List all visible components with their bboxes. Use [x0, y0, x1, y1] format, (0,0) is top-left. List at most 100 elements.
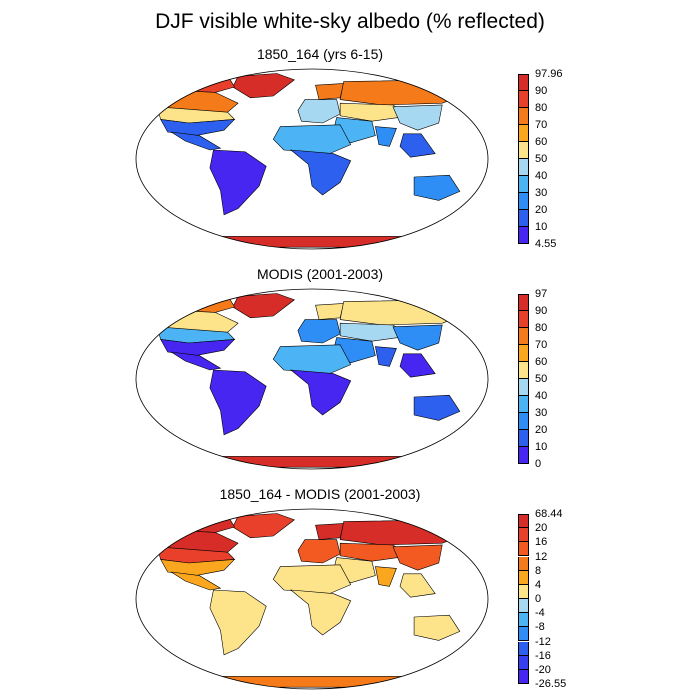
- region-australia: [413, 614, 461, 641]
- colorbar-swatch: [518, 362, 529, 379]
- region-central-asia: [339, 102, 412, 122]
- colorbar-label: 40: [535, 390, 548, 402]
- region-central-asia: [339, 322, 412, 342]
- colorbar-label: 60: [535, 356, 548, 368]
- region-africa-south: [289, 369, 352, 416]
- colorbar-label: -16: [535, 649, 551, 662]
- colorbar-label: -4: [535, 607, 545, 620]
- region-scandinavia: [315, 83, 345, 100]
- region-australia: [413, 174, 461, 201]
- region-usa-south: [160, 119, 236, 136]
- colorbar-label: 20: [535, 522, 548, 535]
- map-outline: [135, 68, 489, 250]
- colorbar-label: 4: [535, 578, 542, 591]
- colorbar-swatch: [518, 430, 529, 447]
- colorbar-swatch: [518, 227, 529, 244]
- panel-2-title: MODIS (2001-2003): [256, 266, 384, 282]
- colorbar-swatch: [518, 570, 529, 585]
- region-usa-south: [160, 559, 236, 576]
- region-south-america: [209, 589, 267, 656]
- region-africa-south: [289, 149, 352, 196]
- colorbar-swatch: [518, 311, 529, 328]
- region-europe: [297, 319, 341, 344]
- region-arctic-canada: [167, 294, 236, 313]
- colorbar-label: 90: [535, 305, 548, 317]
- colorbar-swatch: [518, 542, 529, 557]
- figure-title: DJF visible white-sky albedo (% reflecte…: [155, 10, 545, 33]
- colorbar-label: 90: [535, 85, 548, 97]
- colorbar-label: 10: [535, 441, 548, 453]
- region-southeast-asia: [399, 133, 436, 158]
- region-antarctica: [180, 236, 440, 248]
- colorbar-swatch: [518, 613, 529, 628]
- colorbar-swatch: [518, 74, 529, 91]
- colorbar-swatch: [518, 108, 529, 125]
- region-greenland: [232, 73, 296, 99]
- map-panel-1: [135, 68, 489, 250]
- panel-3-title: 1850_164 - MODIS (2001-2003): [219, 486, 421, 502]
- colorbar-swatch: [518, 91, 529, 108]
- colorbar-label: 97: [535, 288, 548, 300]
- region-mexico-central-america: [171, 131, 222, 151]
- colorbar-label: -8: [535, 621, 545, 634]
- colorbar-swatch: [518, 447, 529, 464]
- colorbar-label: 16: [535, 536, 548, 549]
- colorbar-swatch: [518, 655, 529, 670]
- region-greenland: [232, 513, 296, 539]
- colorbar-label: 30: [535, 187, 548, 199]
- colorbar-label: 20: [535, 424, 548, 436]
- region-south-america: [209, 369, 267, 436]
- colorbar-label: 12: [535, 550, 548, 563]
- colorbar-label: 80: [535, 322, 548, 334]
- region-south-america: [209, 149, 267, 216]
- colorbar-swatch: [518, 125, 529, 142]
- colorbar-swatch: [518, 514, 529, 529]
- colorbar-label: 70: [535, 339, 548, 351]
- colorbar-swatch: [518, 641, 529, 656]
- region-mexico-central-america: [171, 571, 222, 591]
- region-scandinavia: [315, 523, 345, 540]
- colorbar-swatch: [518, 556, 529, 571]
- region-siberia: [339, 519, 472, 546]
- map-panel-3: [135, 508, 489, 690]
- colorbar-swatch: [518, 599, 529, 614]
- panel-1-title: 1850_164 (yrs 6-15): [256, 46, 384, 62]
- region-sahara: [272, 124, 352, 154]
- colorbar-swatch: [518, 396, 529, 413]
- colorbar-label: -12: [535, 635, 551, 648]
- colorbar-swatch: [518, 584, 529, 599]
- colorbar-swatch: [518, 142, 529, 159]
- region-southeast-asia: [399, 573, 436, 598]
- colorbar-label: 60: [535, 136, 548, 148]
- colorbar-swatch: [518, 210, 529, 227]
- colorbar-swatch: [518, 627, 529, 642]
- colorbar-swatch: [518, 176, 529, 193]
- colorbar-swatch: [518, 159, 529, 176]
- region-africa-south: [289, 589, 352, 636]
- colorbar-swatch: [518, 669, 529, 684]
- colorbar-swatch: [518, 193, 529, 210]
- region-siberia: [339, 299, 472, 326]
- region-arctic-canada: [167, 514, 236, 533]
- colorbar-label: 40: [535, 170, 548, 182]
- colorbar-label: 0: [535, 458, 542, 470]
- map-outline: [135, 508, 489, 690]
- region-europe: [297, 539, 341, 564]
- colorbar-label: 10: [535, 221, 548, 233]
- colorbar-label: 20: [535, 204, 548, 216]
- colorbar-label: 97.96: [535, 68, 563, 80]
- colorbar-swatch: [518, 379, 529, 396]
- colorbar-label: 80: [535, 102, 548, 114]
- colorbar-label: 30: [535, 407, 548, 419]
- region-scandinavia: [315, 303, 345, 320]
- region-india: [374, 126, 397, 147]
- region-europe: [297, 99, 341, 124]
- colorbar-label: 4.55: [535, 238, 557, 250]
- region-siberia: [339, 79, 472, 106]
- colorbar-label: 8: [535, 564, 542, 577]
- colorbar-label: 0: [535, 593, 542, 605]
- colorbar-swatch: [518, 294, 529, 311]
- region-australia: [413, 394, 461, 421]
- colorbar-label: -26.55: [535, 678, 567, 690]
